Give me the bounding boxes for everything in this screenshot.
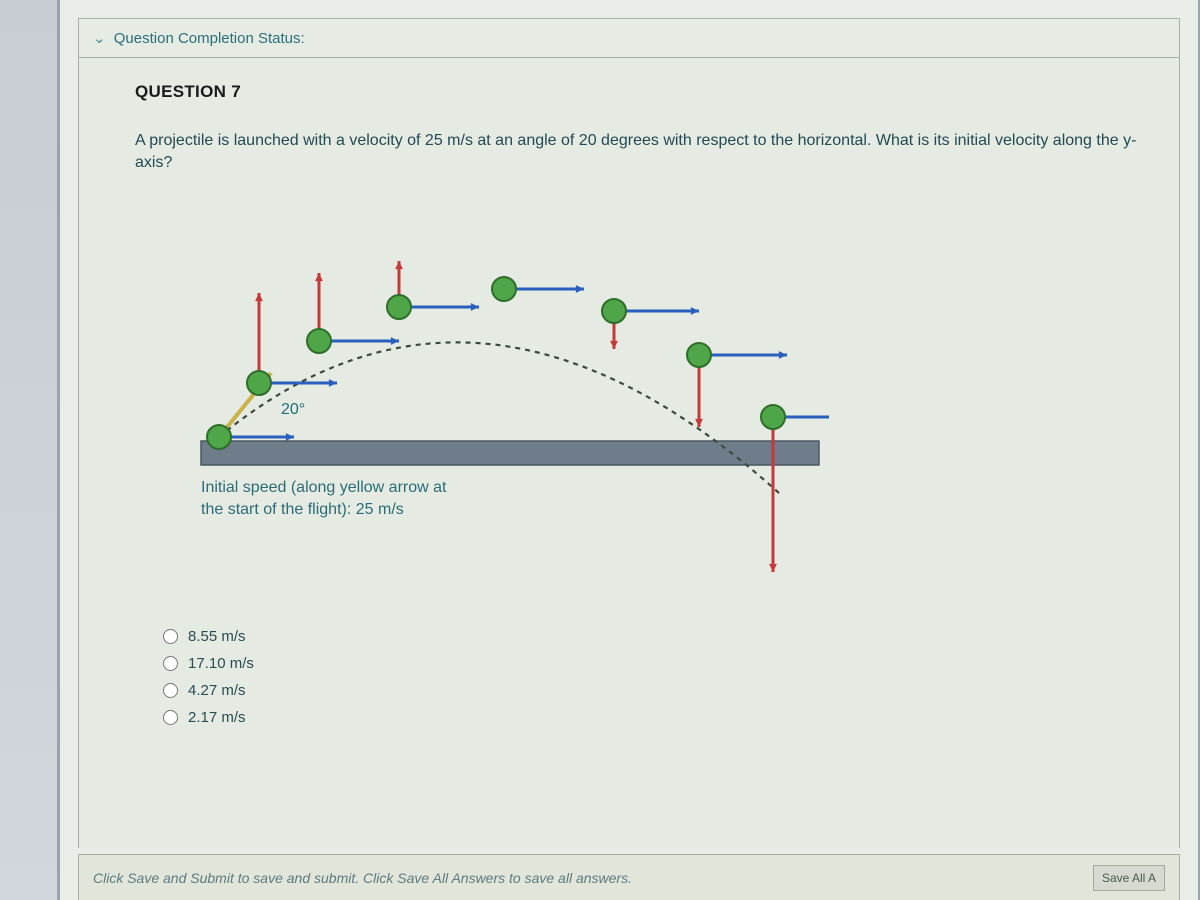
option-label: 17.10 m/s — [188, 655, 254, 672]
answer-options: 8.55 m/s 17.10 m/s 4.27 m/s 2.17 m/s — [163, 623, 1139, 731]
option-row[interactable]: 8.55 m/s — [163, 623, 1139, 650]
question-text: A projectile is launched with a velocity… — [135, 130, 1139, 173]
diagram-caption: Initial speed (along yellow arrow at the… — [201, 477, 446, 520]
diagram-svg — [179, 233, 829, 613]
quiz-frame: ⌄ Question Completion Status: QUESTION 7… — [58, 0, 1200, 900]
option-row[interactable]: 2.17 m/s — [163, 704, 1139, 731]
question-panel: QUESTION 7 A projectile is launched with… — [78, 58, 1180, 848]
angle-label: 20° — [281, 401, 305, 419]
option-label: 2.17 m/s — [188, 709, 246, 726]
option-label: 8.55 m/s — [188, 628, 246, 645]
question-heading: QUESTION 7 — [135, 82, 1139, 102]
footer-hint: Click Save and Submit to save and submit… — [93, 870, 632, 886]
chevron-down-icon: ⌄ — [93, 30, 106, 47]
caption-line2: the start of the flight): 25 m/s — [201, 501, 404, 518]
footer-bar: Click Save and Submit to save and submit… — [78, 854, 1180, 900]
option-radio[interactable] — [163, 629, 178, 644]
completion-status-bar[interactable]: ⌄ Question Completion Status: — [78, 18, 1180, 58]
option-label: 4.27 m/s — [188, 682, 246, 699]
option-row[interactable]: 4.27 m/s — [163, 677, 1139, 704]
option-row[interactable]: 17.10 m/s — [163, 650, 1139, 677]
option-radio[interactable] — [163, 710, 178, 725]
left-gutter — [0, 0, 58, 900]
option-radio[interactable] — [163, 683, 178, 698]
save-all-button[interactable]: Save All A — [1093, 865, 1165, 891]
projectile-diagram: 20° Initial speed (along yellow arrow at… — [179, 233, 829, 613]
caption-line1: Initial speed (along yellow arrow at — [201, 479, 446, 496]
status-label: Question Completion Status: — [114, 30, 305, 47]
option-radio[interactable] — [163, 656, 178, 671]
